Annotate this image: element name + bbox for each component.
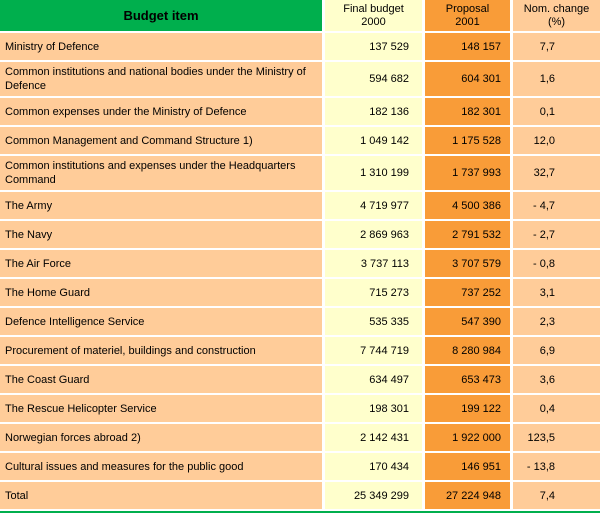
proposal-cell: 1 737 993 [425,156,510,190]
nom-change-cell: 2,3 [513,308,600,335]
nom-change-cell: 1,6 [513,62,600,96]
final-budget-cell: 182 136 [325,98,422,125]
nom-change-cell: 7,4 [513,482,600,509]
final-budget-cell: 4 719 977 [325,192,422,219]
proposal-cell: 3 707 579 [425,250,510,277]
budget-item-cell: Common expenses under the Ministry of De… [0,98,322,125]
proposal-cell: 27 224 948 [425,482,510,509]
nom-change-cell: - 13,8 [513,453,600,480]
proposal-cell: 1 175 528 [425,127,510,154]
proposal-cell: 148 157 [425,33,510,60]
nom-change-cell: 12,0 [513,127,600,154]
column-header-nom-change: Nom. change (%) [513,0,600,31]
budget-item-cell: Common institutions and national bodies … [0,62,322,96]
column-header-final-budget-line1: Final budget [343,2,404,15]
budget-item-cell: The Coast Guard [0,366,322,393]
final-budget-cell: 137 529 [325,33,422,60]
budget-item-cell: The Army [0,192,322,219]
column-header-final-budget: Final budget 2000 [325,0,422,31]
final-budget-cell: 2 869 963 [325,221,422,248]
budget-item-cell: The Home Guard [0,279,322,306]
budget-item-cell: Cultural issues and measures for the pub… [0,453,322,480]
budget-item-cell: The Navy [0,221,322,248]
proposal-cell: 653 473 [425,366,510,393]
budget-item-cell: The Rescue Helicopter Service [0,395,322,422]
column-header-proposal: Proposal 2001 [425,0,510,31]
budget-item-cell: Ministry of Defence [0,33,322,60]
nom-change-cell: 7,7 [513,33,600,60]
column-header-proposal-line1: Proposal [445,2,490,15]
final-budget-cell: 535 335 [325,308,422,335]
budget-item-cell: Procurement of materiel, buildings and c… [0,337,322,364]
final-budget-cell: 198 301 [325,395,422,422]
nom-change-cell: 3,1 [513,279,600,306]
nom-change-cell: 3,6 [513,366,600,393]
final-budget-cell: 3 737 113 [325,250,422,277]
budget-item-cell: Norwegian forces abroad 2) [0,424,322,451]
proposal-cell: 146 951 [425,453,510,480]
final-budget-cell: 715 273 [325,279,422,306]
final-budget-cell: 1 049 142 [325,127,422,154]
column-header-nom-change-line2: (%) [547,15,566,28]
column-header-budget-item: Budget item [0,0,322,31]
budget-item-cell: Common institutions and expenses under t… [0,156,322,190]
nom-change-cell: 0,1 [513,98,600,125]
proposal-cell: 604 301 [425,62,510,96]
column-header-proposal-line2: 2001 [455,15,480,28]
proposal-cell: 737 252 [425,279,510,306]
nom-change-cell: - 0,8 [513,250,600,277]
budget-item-cell: The Air Force [0,250,322,277]
nom-change-cell: 6,9 [513,337,600,364]
budget-item-cell: Defence Intelligence Service [0,308,322,335]
proposal-cell: 547 390 [425,308,510,335]
footer-strip [0,511,600,513]
nom-change-cell: 0,4 [513,395,600,422]
budget-item-cell: Common Management and Command Structure … [0,127,322,154]
proposal-cell: 199 122 [425,395,510,422]
budget-item-cell: Total [0,482,322,509]
proposal-cell: 1 922 000 [425,424,510,451]
column-header-final-budget-line2: 2000 [361,15,386,28]
final-budget-cell: 25 349 299 [325,482,422,509]
nom-change-cell: - 4,7 [513,192,600,219]
proposal-cell: 2 791 532 [425,221,510,248]
final-budget-cell: 2 142 431 [325,424,422,451]
final-budget-cell: 170 434 [325,453,422,480]
nom-change-cell: - 2,7 [513,221,600,248]
proposal-cell: 4 500 386 [425,192,510,219]
final-budget-cell: 7 744 719 [325,337,422,364]
final-budget-cell: 1 310 199 [325,156,422,190]
final-budget-cell: 634 497 [325,366,422,393]
nom-change-cell: 32,7 [513,156,600,190]
final-budget-cell: 594 682 [325,62,422,96]
proposal-cell: 8 280 984 [425,337,510,364]
nom-change-cell: 123,5 [513,424,600,451]
column-header-nom-change-line1: Nom. change [523,2,590,15]
proposal-cell: 182 301 [425,98,510,125]
